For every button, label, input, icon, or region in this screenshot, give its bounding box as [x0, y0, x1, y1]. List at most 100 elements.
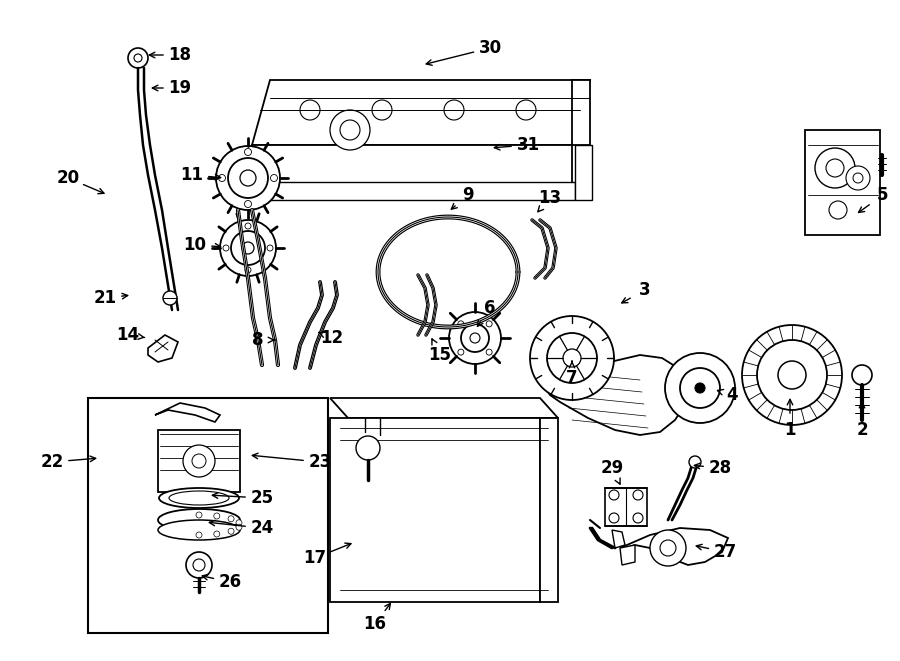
Text: 17: 17 — [303, 549, 327, 567]
Text: 14: 14 — [116, 326, 140, 344]
Circle shape — [245, 267, 251, 273]
Polygon shape — [548, 355, 688, 435]
Text: 9: 9 — [463, 186, 473, 204]
Text: 26: 26 — [219, 573, 241, 591]
Circle shape — [236, 524, 242, 530]
Circle shape — [219, 175, 226, 182]
Circle shape — [470, 333, 480, 343]
Circle shape — [680, 368, 720, 408]
Circle shape — [695, 383, 705, 393]
Circle shape — [633, 490, 643, 500]
Circle shape — [128, 48, 148, 68]
Text: 10: 10 — [184, 236, 206, 254]
Text: 12: 12 — [320, 329, 344, 347]
Polygon shape — [612, 530, 625, 548]
Polygon shape — [572, 80, 590, 145]
Circle shape — [245, 149, 251, 155]
Circle shape — [660, 540, 676, 556]
Text: 1: 1 — [784, 421, 796, 439]
Circle shape — [778, 361, 806, 389]
Polygon shape — [252, 145, 572, 185]
Text: 16: 16 — [364, 615, 386, 633]
Bar — [158, 430, 240, 492]
Circle shape — [214, 531, 220, 537]
Polygon shape — [575, 145, 592, 200]
Circle shape — [183, 445, 215, 477]
Circle shape — [236, 520, 242, 525]
Text: 30: 30 — [479, 39, 501, 57]
Text: 21: 21 — [94, 289, 117, 307]
Circle shape — [223, 245, 229, 251]
Text: 8: 8 — [252, 331, 264, 349]
Circle shape — [609, 513, 619, 523]
Circle shape — [186, 552, 212, 578]
Text: 22: 22 — [40, 453, 64, 471]
Circle shape — [245, 223, 251, 229]
Text: 20: 20 — [57, 169, 79, 187]
Circle shape — [231, 231, 265, 265]
Text: 28: 28 — [708, 459, 732, 477]
Text: 7: 7 — [566, 369, 578, 387]
Circle shape — [486, 349, 492, 355]
Circle shape — [193, 559, 205, 571]
Text: 11: 11 — [181, 166, 203, 184]
Bar — [605, 488, 647, 526]
Text: 29: 29 — [600, 459, 624, 477]
Polygon shape — [148, 335, 178, 362]
Circle shape — [240, 170, 256, 186]
Circle shape — [356, 436, 380, 460]
Circle shape — [245, 200, 251, 208]
Polygon shape — [245, 182, 575, 200]
Text: 23: 23 — [309, 453, 331, 471]
Circle shape — [757, 340, 827, 410]
Circle shape — [220, 220, 276, 276]
Circle shape — [461, 324, 489, 352]
Text: 19: 19 — [168, 79, 192, 97]
Circle shape — [214, 513, 220, 519]
Circle shape — [742, 325, 842, 425]
Circle shape — [829, 201, 847, 219]
Bar — [88, 398, 328, 633]
Circle shape — [853, 173, 863, 183]
Ellipse shape — [169, 491, 229, 505]
Polygon shape — [620, 545, 635, 565]
Circle shape — [563, 349, 581, 367]
Polygon shape — [155, 403, 220, 422]
Polygon shape — [540, 418, 558, 602]
Circle shape — [196, 532, 202, 538]
Ellipse shape — [158, 509, 240, 531]
Text: 3: 3 — [639, 281, 651, 299]
Text: 4: 4 — [726, 386, 738, 404]
Circle shape — [815, 148, 855, 188]
Circle shape — [449, 312, 501, 364]
Text: 27: 27 — [714, 543, 736, 561]
Polygon shape — [620, 528, 728, 565]
Circle shape — [846, 166, 870, 190]
Circle shape — [228, 528, 234, 534]
Circle shape — [458, 321, 464, 327]
Circle shape — [271, 175, 277, 182]
Circle shape — [826, 159, 844, 177]
Circle shape — [852, 365, 872, 385]
Text: 15: 15 — [428, 346, 452, 364]
Circle shape — [372, 100, 392, 120]
Polygon shape — [252, 80, 590, 145]
Circle shape — [267, 245, 273, 251]
Ellipse shape — [159, 488, 239, 508]
Circle shape — [216, 146, 280, 210]
Text: 5: 5 — [878, 186, 889, 204]
Circle shape — [458, 349, 464, 355]
Circle shape — [196, 512, 202, 518]
Circle shape — [665, 353, 735, 423]
Circle shape — [134, 54, 142, 62]
Polygon shape — [330, 418, 540, 602]
Circle shape — [609, 490, 619, 500]
Circle shape — [228, 516, 234, 522]
Text: 31: 31 — [517, 136, 540, 154]
Circle shape — [547, 333, 597, 383]
Circle shape — [530, 316, 614, 400]
Circle shape — [330, 110, 370, 150]
Circle shape — [689, 456, 701, 468]
Text: 2: 2 — [856, 421, 868, 439]
Circle shape — [340, 120, 360, 140]
